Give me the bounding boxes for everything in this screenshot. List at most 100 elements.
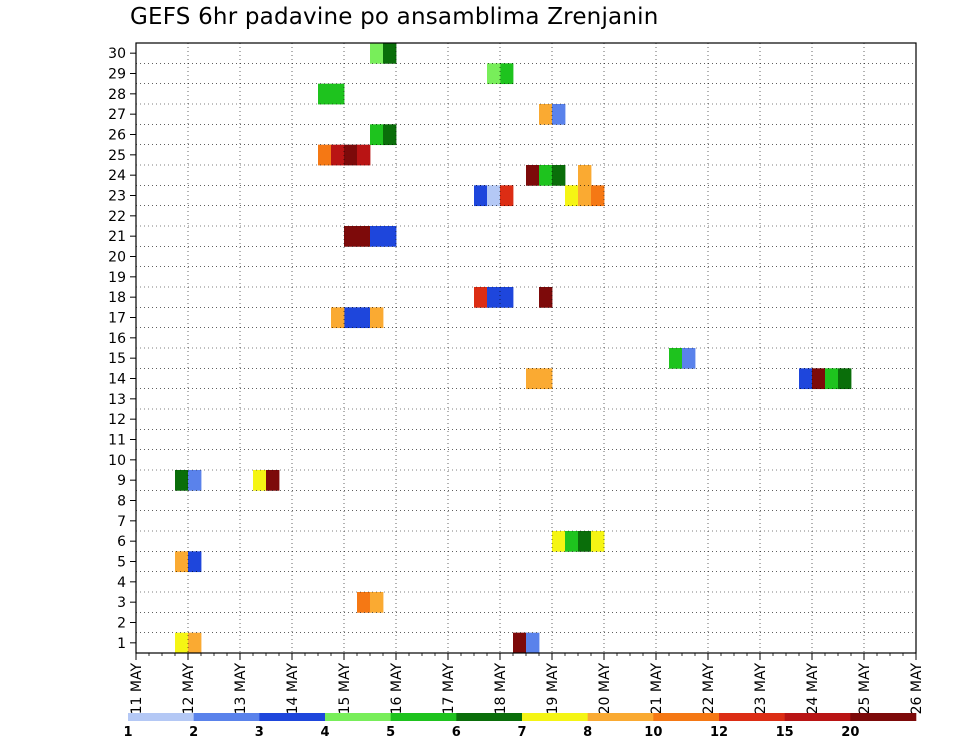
y-tick-label: 23: [108, 189, 126, 205]
heatmap-cell: [539, 368, 553, 390]
colorbar-swatch: [587, 713, 654, 721]
x-tick-label: 18 MAY: [493, 663, 509, 715]
heatmap-cell: [344, 307, 358, 329]
heatmap-cell: [825, 368, 839, 390]
colorbar-label: 3: [255, 725, 264, 740]
x-tick-label: 14 MAY: [285, 663, 301, 715]
colorbar-label: 6: [452, 725, 461, 740]
colorbar-label: 12: [710, 725, 728, 740]
y-tick-label: 6: [117, 534, 126, 550]
y-tick-label: 28: [108, 87, 126, 103]
colorbar-label: 15: [776, 725, 794, 740]
x-tick-label: 15 MAY: [337, 663, 353, 715]
y-tick-label: 26: [108, 128, 126, 144]
heatmap-cell: [565, 531, 579, 552]
heatmap-cell: [383, 43, 397, 64]
colorbar-swatch: [653, 713, 720, 721]
x-tick-label: 20 MAY: [597, 663, 613, 715]
x-tick-label: 21 MAY: [649, 663, 665, 715]
colorbar-swatch: [259, 713, 326, 721]
colorbar-label: 8: [583, 725, 592, 740]
y-tick-label: 11: [108, 433, 126, 449]
colorbar-swatch: [850, 713, 917, 721]
x-tick-label: 16 MAY: [389, 663, 405, 715]
heatmap-cell: [357, 307, 371, 329]
y-tick-label: 7: [117, 514, 126, 530]
heatmap-cell: [578, 185, 592, 207]
y-tick-label: 15: [108, 351, 126, 367]
x-tick-label: 24 MAY: [805, 663, 821, 715]
colorbar-label: 7: [517, 725, 526, 740]
heatmap-cell: [526, 632, 540, 654]
y-tick-label: 25: [108, 148, 126, 164]
colorbar-swatch: [325, 713, 391, 721]
heatmap-cell: [799, 368, 813, 390]
y-tick-label: 21: [108, 229, 126, 245]
heatmap-cell: [344, 144, 358, 166]
colorbar-label: 4: [320, 725, 329, 740]
y-tick-label: 29: [108, 67, 126, 83]
y-tick-label: 16: [108, 331, 126, 347]
heatmap-cell: [539, 165, 553, 186]
heatmap-cell: [188, 632, 202, 654]
heatmap-cell: [175, 470, 189, 491]
y-tick-label: 27: [108, 107, 126, 123]
heatmap-cell: [565, 185, 579, 207]
heatmap-cell: [370, 307, 384, 329]
y-tick-label: 18: [108, 290, 126, 306]
heatmap-cell: [188, 470, 202, 491]
colorbar-swatch: [456, 713, 523, 721]
heatmap-cell: [487, 63, 501, 85]
heatmap-cell: [370, 43, 384, 64]
colorbar-swatch: [522, 713, 588, 721]
heatmap-cell: [331, 307, 345, 329]
heatmap-cell: [370, 226, 384, 247]
heatmap-cell: [591, 185, 605, 207]
x-tick-label: 25 MAY: [857, 663, 873, 715]
heatmap-cell: [669, 348, 683, 369]
heatmap-cells: [175, 43, 852, 654]
y-tick-label: 12: [108, 412, 126, 428]
y-tick-label: 19: [108, 270, 126, 286]
heatmap-cell: [552, 165, 566, 186]
y-tick-label: 4: [117, 575, 126, 591]
y-tick-label: 14: [108, 372, 126, 388]
x-tick-label: 12 MAY: [181, 663, 197, 715]
heatmap-cell: [812, 368, 826, 390]
y-tick-label: 24: [108, 168, 126, 184]
y-tick-label: 30: [108, 46, 126, 62]
colorbar-swatch: [719, 713, 785, 721]
heatmap-cell: [474, 287, 488, 308]
heatmap-cell: [682, 348, 696, 369]
heatmap-cell: [513, 632, 527, 654]
x-tick-label: 11 MAY: [129, 663, 145, 715]
heatmap-cell: [357, 592, 371, 613]
y-tick-label: 22: [108, 209, 126, 225]
x-tick-label: 23 MAY: [753, 663, 769, 715]
heatmap-cell: [474, 185, 488, 207]
heatmap-cell: [578, 165, 592, 186]
heatmap-cell: [383, 226, 397, 247]
colorbar-swatch: [193, 713, 260, 721]
heatmap-cell: [318, 83, 332, 105]
heatmap-cell: [552, 104, 566, 125]
heatmap-cell: [539, 287, 553, 308]
heatmap-cell: [175, 632, 189, 654]
heatmap-cell: [318, 144, 332, 166]
heatmap-cell: [253, 470, 267, 491]
heatmap-cell: [552, 531, 566, 552]
heatmap-cell: [838, 368, 852, 390]
y-tick-label: 2: [117, 616, 126, 632]
y-tick-label: 1: [117, 636, 126, 652]
y-tick-label: 5: [117, 555, 126, 571]
heatmap-cell: [357, 226, 371, 247]
heatmap-cell: [487, 185, 501, 207]
heatmap-cell: [331, 83, 345, 105]
heatmap-cell: [526, 165, 540, 186]
heatmap-cell: [500, 185, 514, 207]
y-tick-label: 10: [108, 453, 126, 469]
y-tick-label: 9: [117, 473, 126, 489]
y-tick-label: 13: [108, 392, 126, 408]
heatmap-cell: [578, 531, 592, 552]
